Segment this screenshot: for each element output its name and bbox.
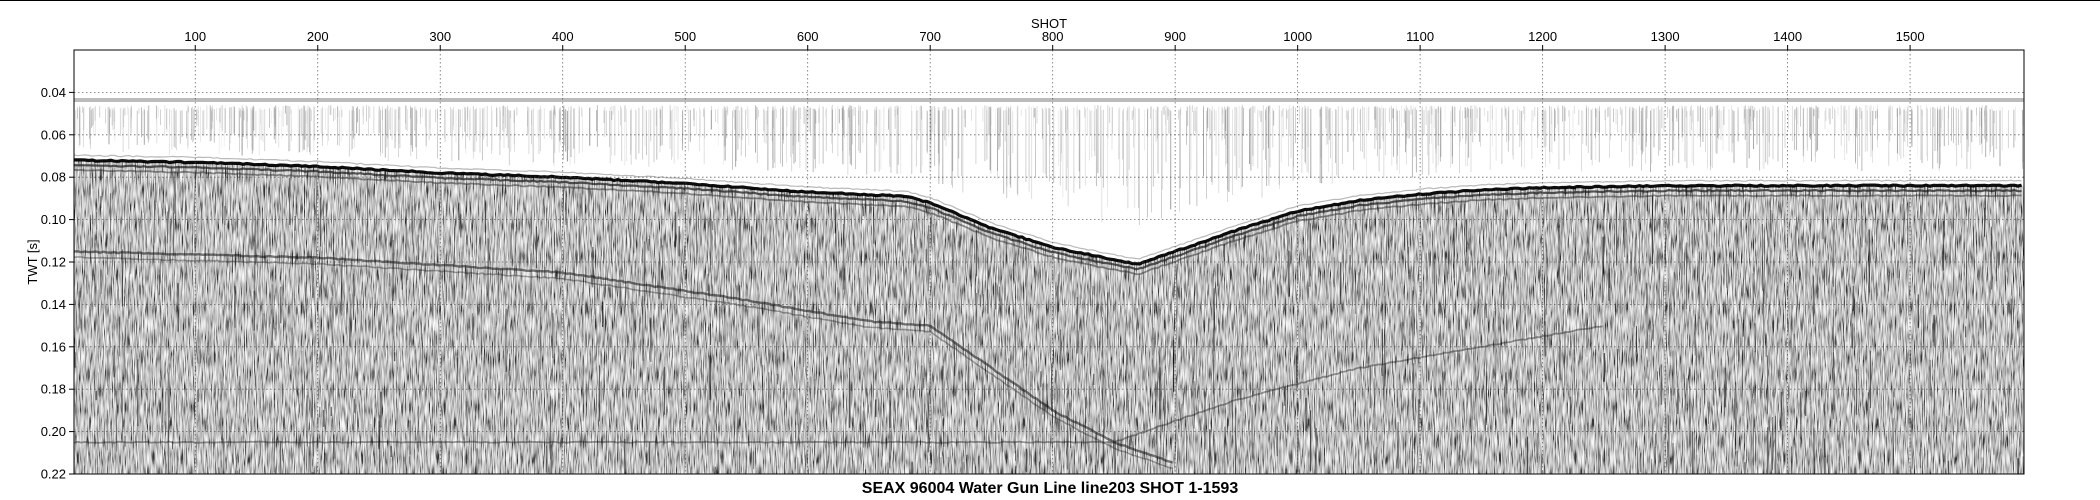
- x-tick-label: 1400: [1773, 29, 1802, 44]
- y-tick-label: 0.16: [41, 339, 66, 354]
- x-tick-label: 1500: [1896, 29, 1925, 44]
- seafloor-reflector-cycle: [74, 168, 2022, 276]
- y-tick-label: 0.14: [41, 297, 66, 312]
- x-tick-label: 1100: [1406, 29, 1434, 44]
- seismic-plot: 100 200 300 400 500 600 700 800 900 1000 1100 1200 1…: [25, 16, 2025, 482]
- deep-reflector: [74, 325, 1603, 444]
- x-tick-label: 300: [429, 29, 451, 44]
- top-border-line: [0, 0, 2100, 1]
- seafloor-reflector: [74, 158, 2022, 266]
- subbottom-reflector: [74, 250, 1174, 464]
- x-tick-label: 600: [797, 29, 819, 44]
- y-tick-label: 0.22: [41, 467, 66, 481]
- x-axis-label: SHOT: [1031, 16, 1067, 31]
- y-tick-label: 0.08: [41, 170, 66, 185]
- y-tick-label: 0.20: [41, 424, 66, 439]
- y-axis-ticks: 0.04 0.06 0.08 0.10 0.12 0.14 0.16 0.18 0.20 0.22: [41, 85, 74, 482]
- x-tick-label: 400: [552, 29, 574, 44]
- subbottom-reflector-cycle: [74, 256, 1173, 470]
- y-tick-label: 0.18: [41, 382, 66, 397]
- reflector-group: [74, 154, 2022, 470]
- seismic-data-layer: [74, 50, 2024, 474]
- x-tick-label: 700: [919, 29, 941, 44]
- x-tick-label: 100: [184, 29, 206, 44]
- x-tick-label: 1000: [1283, 29, 1312, 44]
- x-tick-label: 200: [307, 29, 329, 44]
- y-tick-label: 0.04: [41, 85, 66, 100]
- y-tick-label: 0.10: [41, 212, 66, 227]
- y-tick-label: 0.06: [41, 127, 66, 142]
- chart-title: SEAX 96004 Water Gun Line line203 SHOT 1…: [861, 480, 1239, 497]
- x-tick-label: 800: [1042, 29, 1064, 44]
- y-axis-label: TWT [s]: [25, 239, 40, 284]
- vertical-trace-noise: [74, 168, 2024, 474]
- x-axis-ticks: 100 200 300 400 500 600 700 800 900 1000 1100 1200 1…: [184, 29, 1925, 50]
- x-tick-label: 500: [674, 29, 696, 44]
- x-tick-label: 900: [1164, 29, 1186, 44]
- x-tick-label: 1200: [1528, 29, 1557, 44]
- water-column-veil: [74, 105, 2024, 261]
- y-tick-label: 0.12: [41, 255, 66, 270]
- seafloor-reflector-cycle: [74, 164, 2022, 271]
- direct-wave-band: [74, 98, 2024, 102]
- seafloor-precursor: [74, 154, 2022, 260]
- x-tick-label: 1300: [1651, 29, 1680, 44]
